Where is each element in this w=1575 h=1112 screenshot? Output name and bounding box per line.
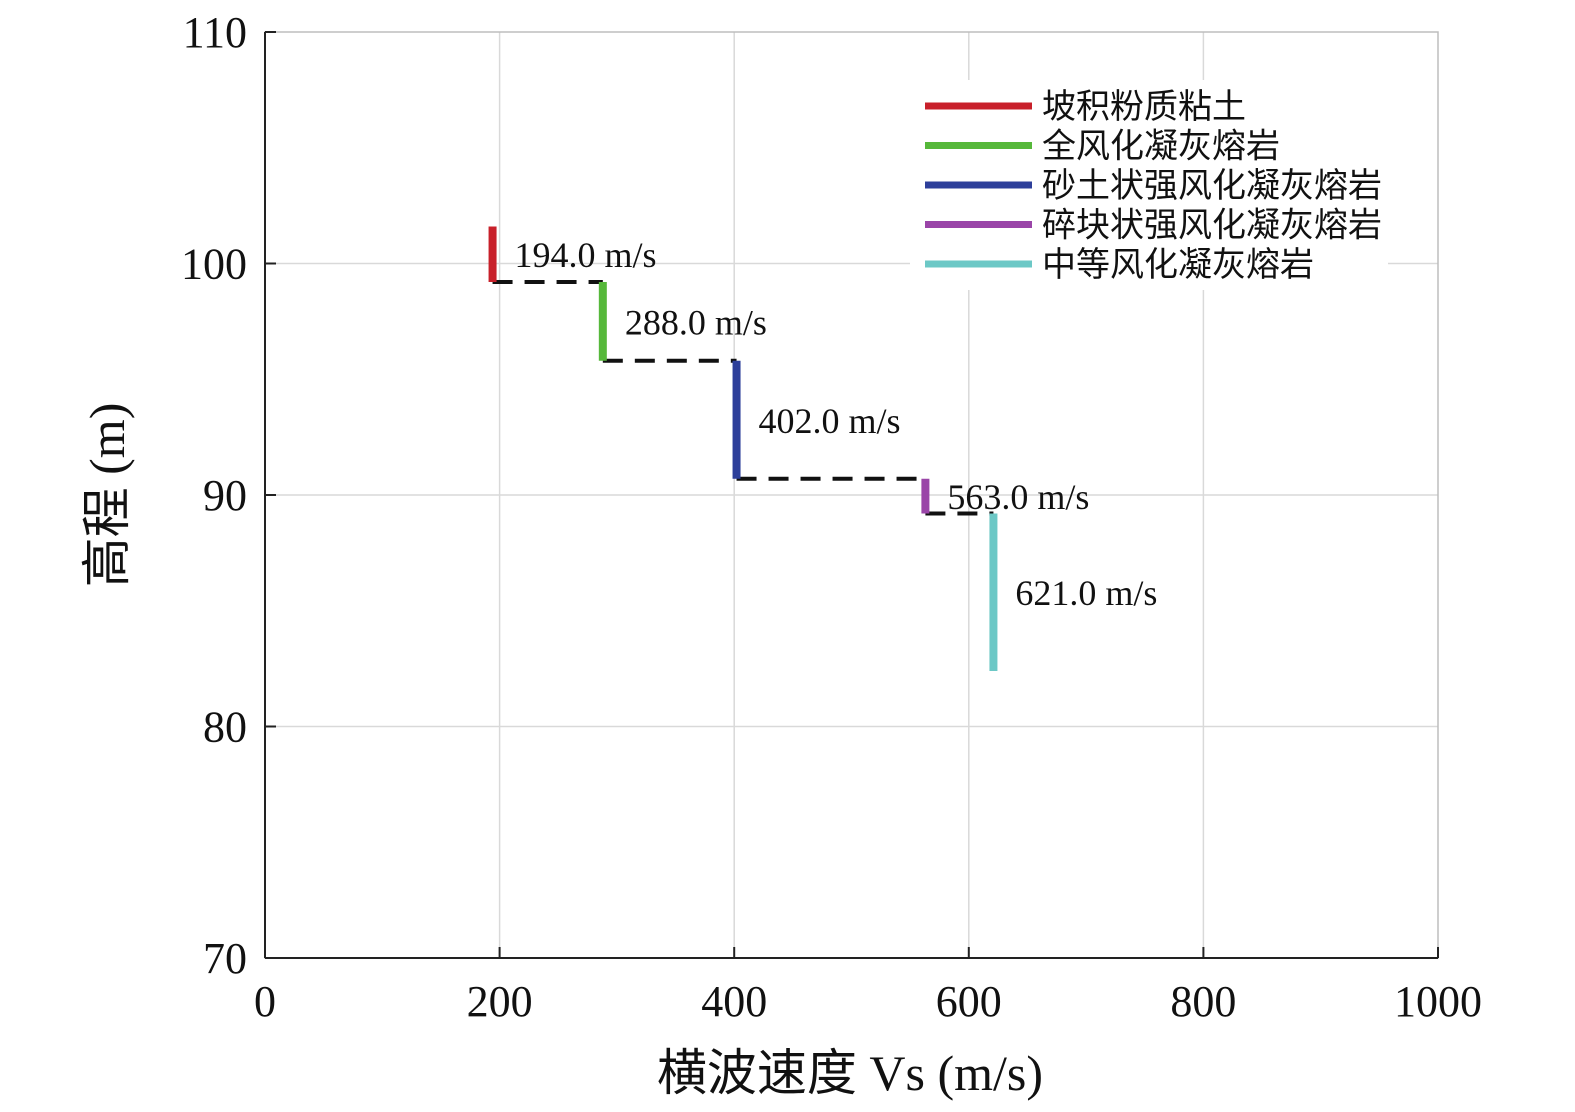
tick-labels: 0 200 400 600 800 1000 70 80 90 100 110 bbox=[181, 8, 1482, 1026]
x-tick-label: 400 bbox=[701, 977, 767, 1026]
x-tick-label: 1000 bbox=[1394, 977, 1482, 1026]
legend-label: 砂土状强风化凝灰熔岩 bbox=[1042, 167, 1382, 205]
x-tick-label: 800 bbox=[1170, 977, 1236, 1026]
legend: 坡积粉质粘土全风化凝灰熔岩砂土状强风化凝灰熔岩碎块状强风化凝灰熔岩中等风化凝灰熔… bbox=[910, 80, 1388, 290]
axes bbox=[264, 31, 1439, 959]
legend-label: 全风化凝灰熔岩 bbox=[1042, 128, 1280, 166]
y-tick-label: 90 bbox=[203, 471, 247, 520]
velocity-label: 194.0 m/s bbox=[515, 235, 657, 275]
y-tick-label: 100 bbox=[181, 240, 247, 289]
x-tick-label: 200 bbox=[467, 977, 533, 1026]
velocity-segments bbox=[488, 226, 998, 671]
legend-label: 中等风化凝灰熔岩 bbox=[1042, 246, 1314, 284]
layer-connectors bbox=[492, 280, 994, 516]
x-tick-label: 0 bbox=[254, 977, 276, 1026]
legend-label: 碎块状强风化凝灰熔岩 bbox=[1042, 207, 1382, 245]
y-axis-title: 高程 (m) bbox=[79, 403, 135, 588]
velocity-label: 288.0 m/s bbox=[625, 302, 767, 342]
x-axis-title: 横波速度 Vs (m/s) bbox=[657, 1045, 1043, 1101]
legend-label: 坡积粉质粘土 bbox=[1042, 88, 1246, 126]
velocity-label: 402.0 m/s bbox=[759, 401, 901, 441]
velocity-label: 563.0 m/s bbox=[947, 477, 1089, 517]
y-tick-label: 70 bbox=[203, 934, 247, 983]
velocity-label: 621.0 m/s bbox=[1015, 573, 1157, 613]
velocity-labels: 194.0 m/s 288.0 m/s 402.0 m/s 563.0 m/s 621.… bbox=[515, 235, 1158, 613]
y-tick-label: 80 bbox=[203, 703, 247, 752]
y-tick-label: 110 bbox=[183, 8, 247, 57]
x-tick-label: 600 bbox=[936, 977, 1002, 1026]
